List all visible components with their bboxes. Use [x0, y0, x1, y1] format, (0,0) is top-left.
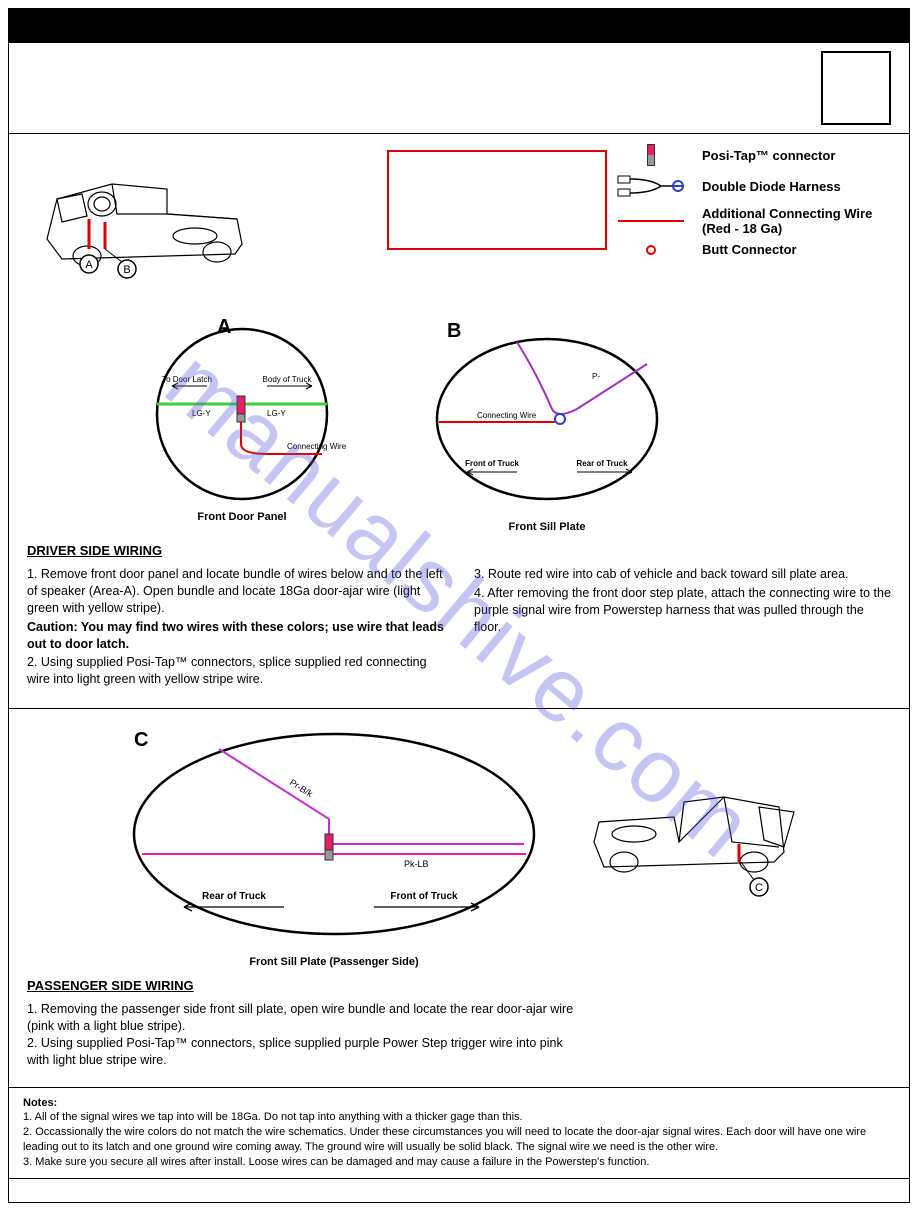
driver-step4: 4. After removing the front door step pl…	[474, 585, 891, 636]
diode-icon	[616, 172, 686, 200]
driver-section: A B Posi-Tap™ connector	[9, 133, 909, 708]
positap-icon	[647, 144, 655, 166]
header-empty-box	[821, 51, 891, 125]
diagram-row-ab: A To Door Latch Body of Truck LG-Y LG-Y …	[27, 324, 891, 533]
diagram-c: C Pr-B/k Pk-LB Rear of Truck Front of Tr…	[114, 719, 554, 968]
driver-col-right: 3. Route red wire into cab of vehicle an…	[474, 566, 891, 690]
a-body-truck: Body of Truck	[263, 375, 313, 384]
passenger-step2: 2. Using supplied Posi-Tap™ connectors, …	[27, 1035, 587, 1069]
c-front: Front of Truck	[390, 891, 458, 902]
passenger-section: C Pr-B/k Pk-LB Rear of Truck Front of Tr…	[9, 708, 909, 1087]
notes-title: Notes:	[23, 1096, 895, 1111]
legend-positap: Posi-Tap™ connector	[616, 144, 881, 166]
legend: Posi-Tap™ connector Double Diode Harness	[616, 144, 881, 263]
page-container: manualshive.com	[8, 8, 910, 1203]
c-pklb: Pk-LB	[404, 859, 429, 869]
diagram-a-caption: Front Door Panel	[127, 511, 357, 523]
driver-title: DRIVER SIDE WIRING	[27, 543, 891, 558]
legend-butt-label: Butt Connector	[702, 242, 881, 257]
legend-diode: Double Diode Harness	[616, 172, 881, 200]
truck-marker-a: A	[85, 259, 93, 271]
a-conn-wire: Connecting Wire	[287, 442, 347, 451]
truck-marker-c: C	[755, 882, 763, 894]
truck-drawing-passenger: C	[584, 762, 804, 925]
passenger-step1: 1. Removing the passenger side front sil…	[27, 1001, 587, 1035]
diagram-c-caption: Front Sill Plate (Passenger Side)	[114, 956, 554, 968]
diagram-a: A To Door Latch Body of Truck LG-Y LG-Y …	[127, 324, 357, 533]
passenger-row: C Pr-B/k Pk-LB Rear of Truck Front of Tr…	[27, 719, 891, 968]
diagram-c-label: C	[134, 729, 148, 752]
bottom-spacer	[9, 1178, 909, 1202]
note-3: 3. Make sure you secure all wires after …	[23, 1155, 895, 1170]
wire-icon	[618, 220, 684, 222]
b-conn-wire: Connecting Wire	[477, 411, 537, 420]
passenger-text: 1. Removing the passenger side front sil…	[27, 1001, 587, 1069]
truck-drawing-driver: A B	[27, 144, 257, 297]
truck-marker-b: B	[123, 264, 130, 276]
passenger-title: PASSENGER SIDE WIRING	[27, 978, 891, 993]
driver-caution: Caution: You may find two wires with the…	[27, 619, 444, 653]
legend-butt: Butt Connector	[616, 242, 881, 257]
butt-icon	[646, 245, 656, 255]
notes-section: Notes: 1. All of the signal wires we tap…	[9, 1087, 909, 1178]
a-to-door-latch: To Door Latch	[162, 375, 212, 384]
driver-col-left: 1. Remove front door panel and locate bu…	[27, 566, 444, 690]
legend-row: A B Posi-Tap™ connector	[27, 144, 891, 314]
driver-text-cols: 1. Remove front door panel and locate bu…	[27, 566, 891, 690]
driver-step2: 2. Using supplied Posi-Tap™ connectors, …	[27, 654, 444, 688]
diagram-a-label: A	[217, 316, 231, 339]
legend-diode-label: Double Diode Harness	[702, 179, 881, 194]
note-2: 2. Occassionally the wire colors do not …	[23, 1125, 895, 1155]
diagram-b: B P- Connecting Wire Front of Truck Rear…	[417, 324, 677, 533]
c-rear: Rear of Truck	[202, 891, 266, 902]
diagram-b-caption: Front Sill Plate	[417, 521, 677, 533]
a-lgy-2: LG-Y	[267, 409, 286, 418]
legend-wire: Additional Connecting Wire (Red - 18 Ga)	[616, 206, 881, 236]
header-area	[9, 43, 909, 133]
driver-step1: 1. Remove front door panel and locate bu…	[27, 566, 444, 617]
diagram-b-label: B	[447, 320, 461, 343]
red-empty-box	[387, 150, 607, 250]
legend-positap-label: Posi-Tap™ connector	[702, 148, 881, 163]
a-lgy-1: LG-Y	[192, 409, 211, 418]
b-front: Front of Truck	[465, 459, 519, 468]
top-black-bar	[9, 9, 909, 43]
b-rear: Rear of Truck	[576, 459, 628, 468]
legend-wire-label: Additional Connecting Wire (Red - 18 Ga)	[702, 206, 881, 236]
note-1: 1. All of the signal wires we tap into w…	[23, 1110, 895, 1125]
driver-step3: 3. Route red wire into cab of vehicle an…	[474, 566, 891, 583]
b-p: P-	[592, 372, 600, 381]
